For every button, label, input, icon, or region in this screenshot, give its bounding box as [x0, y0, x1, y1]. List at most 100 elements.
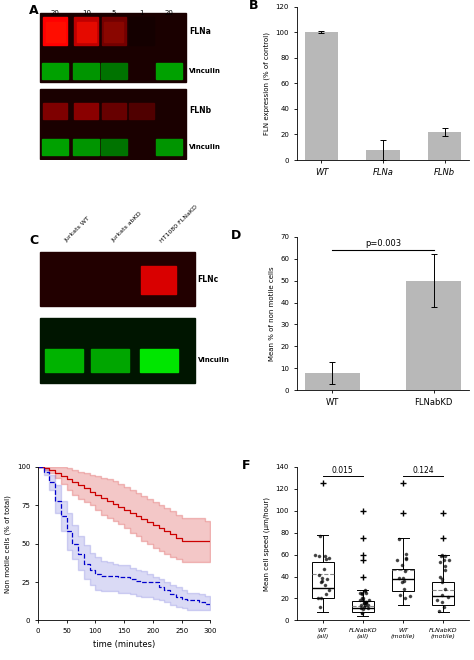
- Bar: [141, 266, 176, 294]
- Y-axis label: Non motile cells (% of total): Non motile cells (% of total): [5, 495, 11, 593]
- Point: [315, 550, 323, 561]
- Bar: [40, 252, 195, 306]
- Point: [361, 600, 369, 611]
- Bar: [40, 90, 186, 158]
- Text: 0.015: 0.015: [332, 465, 354, 475]
- Point: [438, 577, 446, 587]
- Bar: [91, 348, 129, 372]
- Point: [407, 591, 414, 601]
- Bar: [156, 63, 182, 79]
- Text: 0.124: 0.124: [412, 465, 434, 475]
- Text: A: A: [29, 3, 39, 16]
- Point: [402, 552, 410, 563]
- Point: [322, 589, 329, 599]
- Bar: [104, 22, 123, 42]
- Text: 5: 5: [112, 10, 116, 16]
- Point: [358, 587, 365, 598]
- Point: [359, 594, 367, 605]
- Point: [360, 597, 368, 608]
- Point: [438, 597, 446, 608]
- Text: FLNb: FLNb: [189, 106, 211, 116]
- Point: [401, 593, 409, 603]
- Point: [436, 557, 444, 568]
- Point: [436, 606, 443, 616]
- Point: [399, 573, 406, 583]
- Point: [359, 593, 366, 604]
- PathPatch shape: [432, 582, 454, 605]
- Point: [401, 583, 408, 594]
- Bar: [428, 132, 461, 160]
- Point: [362, 597, 370, 608]
- Point: [362, 585, 369, 595]
- Point: [365, 595, 373, 605]
- PathPatch shape: [312, 562, 334, 599]
- Bar: [129, 103, 154, 119]
- Point: [402, 549, 410, 560]
- Bar: [42, 139, 68, 154]
- Point: [317, 602, 324, 612]
- Point: [363, 597, 370, 608]
- Point: [357, 600, 365, 611]
- Point: [440, 602, 448, 612]
- Text: FLNa: FLNa: [189, 26, 211, 36]
- Bar: [156, 139, 182, 154]
- Point: [444, 591, 452, 602]
- Point: [361, 602, 368, 612]
- Point: [398, 577, 406, 587]
- Point: [319, 573, 326, 583]
- Bar: [101, 63, 127, 79]
- Point: [316, 531, 324, 542]
- X-axis label: time (minutes): time (minutes): [93, 640, 155, 649]
- Point: [314, 592, 322, 603]
- Text: Jurkats abKD: Jurkats abKD: [110, 211, 143, 244]
- Point: [356, 595, 364, 605]
- Point: [317, 593, 325, 603]
- Point: [396, 589, 404, 600]
- Point: [442, 560, 449, 571]
- Point: [438, 574, 446, 585]
- Point: [360, 598, 367, 609]
- Point: [325, 553, 333, 564]
- Text: 1: 1: [139, 10, 144, 16]
- Bar: [74, 103, 98, 119]
- Point: [357, 603, 365, 613]
- Point: [311, 550, 319, 560]
- Bar: [305, 373, 360, 390]
- Bar: [406, 280, 461, 390]
- Bar: [73, 63, 99, 79]
- Text: C: C: [29, 234, 38, 247]
- Text: 20: 20: [164, 10, 173, 16]
- Bar: [42, 63, 68, 79]
- Bar: [140, 348, 178, 372]
- Text: Jurkats WT: Jurkats WT: [64, 216, 91, 244]
- Point: [325, 584, 333, 595]
- Point: [365, 603, 372, 613]
- Point: [357, 588, 365, 599]
- Y-axis label: FLN expression (% of control): FLN expression (% of control): [264, 32, 270, 135]
- Point: [360, 604, 367, 614]
- Point: [437, 550, 445, 561]
- Bar: [43, 17, 67, 45]
- Point: [402, 554, 410, 564]
- Text: D: D: [231, 229, 241, 242]
- Bar: [77, 22, 96, 42]
- Point: [438, 550, 446, 560]
- Point: [441, 565, 448, 576]
- Point: [396, 533, 403, 544]
- Text: Vinculin: Vinculin: [189, 68, 221, 74]
- Point: [438, 589, 446, 600]
- Bar: [43, 103, 67, 119]
- Text: 10: 10: [82, 10, 91, 16]
- Point: [321, 580, 329, 591]
- Bar: [102, 103, 126, 119]
- PathPatch shape: [352, 601, 374, 612]
- Point: [358, 589, 366, 599]
- Point: [400, 576, 407, 587]
- Point: [359, 593, 366, 603]
- Text: FLNc: FLNc: [198, 275, 219, 284]
- Point: [320, 564, 328, 575]
- Bar: [74, 17, 98, 45]
- Y-axis label: Mean cell speed (μm/hour): Mean cell speed (μm/hour): [264, 497, 270, 591]
- Point: [398, 560, 406, 571]
- Bar: [101, 139, 127, 154]
